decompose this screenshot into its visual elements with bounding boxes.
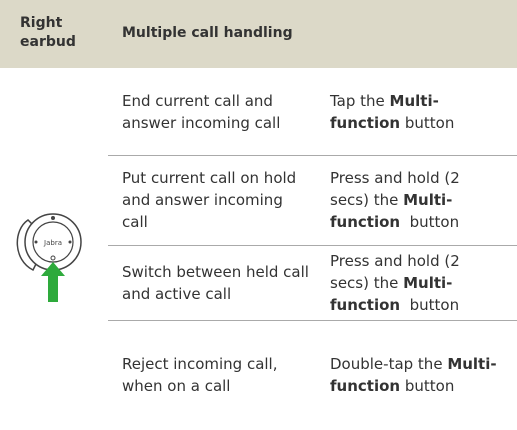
- action-bold: Multi-function: [330, 355, 497, 395]
- action-part: button: [400, 113, 455, 132]
- action-part: button: [400, 377, 455, 395]
- row-separator: [108, 245, 517, 246]
- situation: End current call and answer incoming cal…: [122, 91, 281, 132]
- action-part: Double-tap the: [330, 355, 448, 373]
- action-part: Press and hold (2 secs) the: [330, 251, 465, 292]
- header-col1: Right earbud: [20, 15, 76, 50]
- row-separator: [108, 320, 517, 321]
- situation: Reject incoming call, when on a call: [122, 355, 278, 395]
- earbud-icon: Jabra: [16, 213, 82, 302]
- action-part: Press and hold (2 secs) the: [330, 169, 465, 209]
- action: Double-tap the Multi-function button: [330, 320, 500, 430]
- action-bold: Multi-function: [330, 91, 439, 132]
- action-text: Press and hold (2 secs) the Multi-functi…: [330, 250, 500, 316]
- action-part: button: [400, 213, 460, 231]
- row-separator: [108, 155, 517, 156]
- header-col2: Multiple call handling: [122, 25, 293, 41]
- header: [0, 0, 517, 68]
- action: Press and hold (2 secs) the Multi-functi…: [330, 155, 500, 245]
- action-bold: Multi-function: [330, 273, 453, 314]
- brand-label: Jabra: [43, 239, 62, 247]
- action-part: button: [400, 295, 460, 314]
- action-bold: Multi-function: [330, 191, 453, 231]
- action: Tap the Multi-function button: [330, 68, 500, 155]
- action-part: Tap the: [330, 91, 390, 110]
- situation: Put current call on hold and answer inco…: [122, 169, 297, 231]
- action-text: Double-tap the Multi-function button: [330, 353, 500, 397]
- action: Press and hold (2 secs) the Multi-functi…: [330, 245, 500, 320]
- action-text: Press and hold (2 secs) the Multi-functi…: [330, 167, 500, 233]
- situation: Switch between held call and active call: [122, 262, 309, 303]
- action-text: Tap the Multi-function button: [330, 90, 500, 134]
